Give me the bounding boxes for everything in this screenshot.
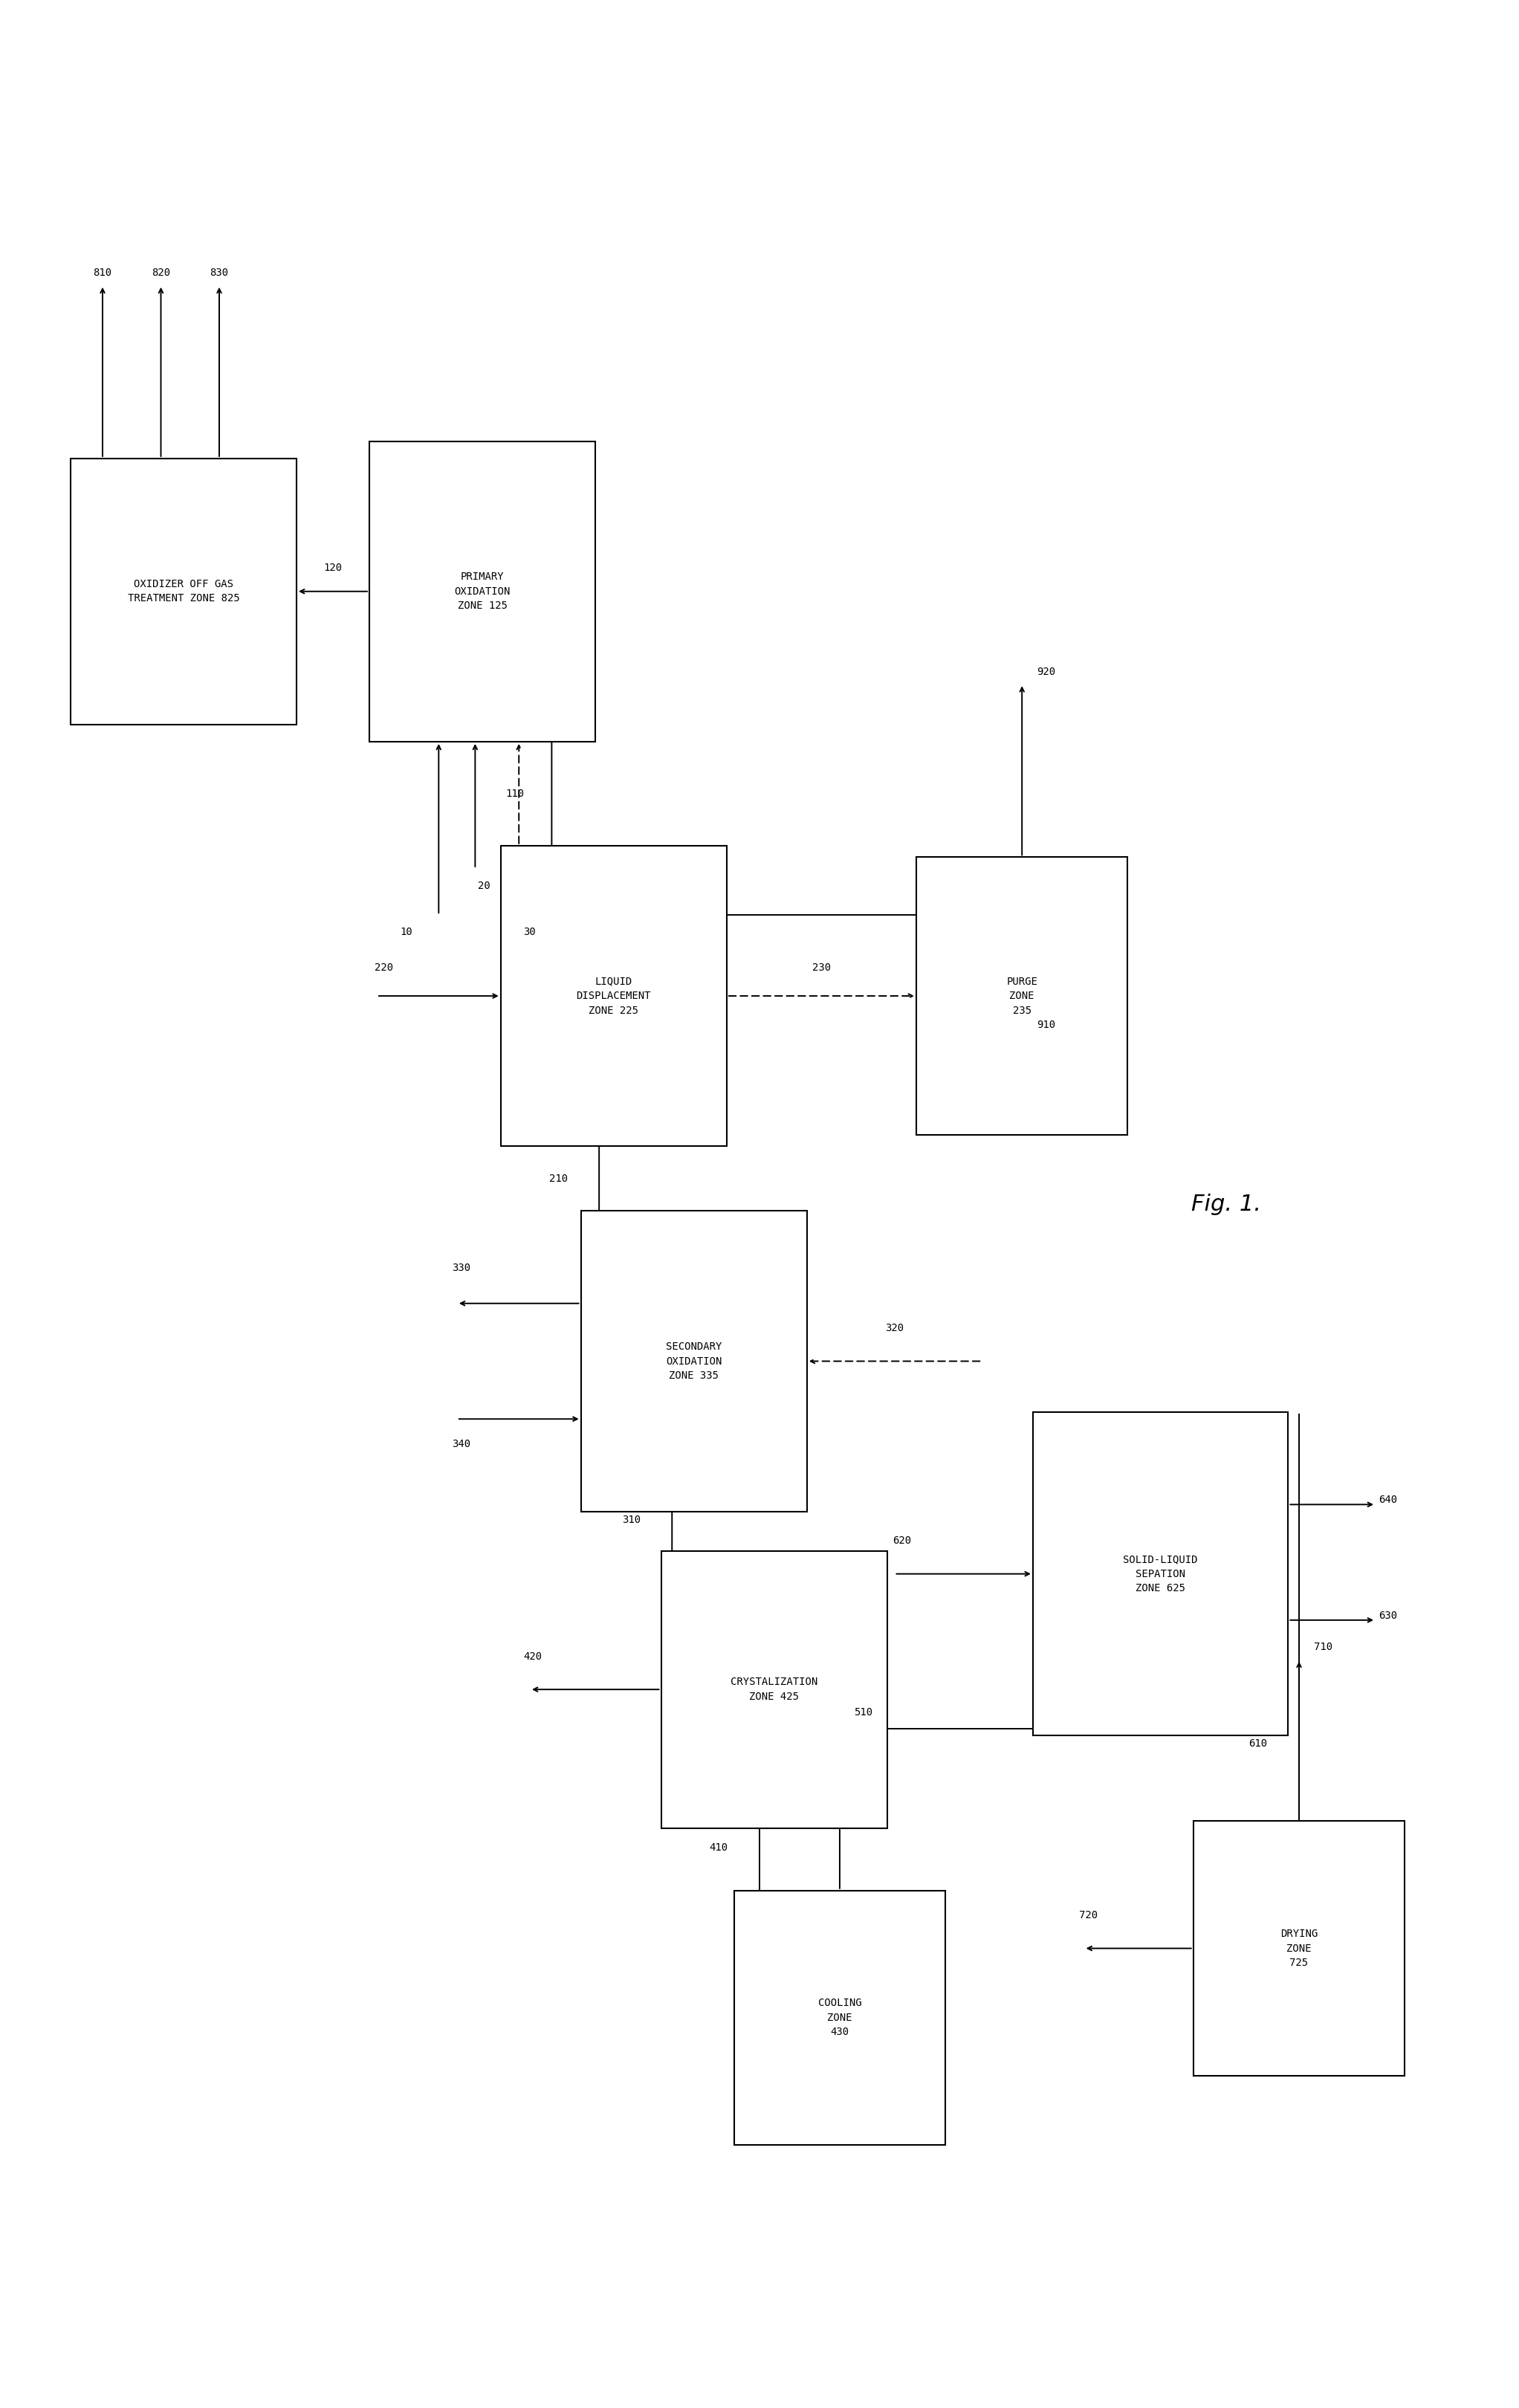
- Text: SOLID-LIQUID
SEPATION
ZONE 625: SOLID-LIQUID SEPATION ZONE 625: [1123, 1553, 1198, 1594]
- Text: PURGE
ZONE
235: PURGE ZONE 235: [1007, 975, 1037, 1016]
- Text: 20: 20: [478, 881, 491, 891]
- Bar: [70, 458, 296, 725]
- Bar: [1194, 1820, 1405, 2076]
- Bar: [580, 1211, 807, 1512]
- Text: 320: 320: [886, 1322, 904, 1334]
- Text: 410: 410: [709, 1842, 728, 1854]
- Text: 510: 510: [854, 1707, 873, 1717]
- Bar: [661, 1551, 887, 1828]
- Text: PRIMARY
OXIDATION
ZONE 125: PRIMARY OXIDATION ZONE 125: [454, 571, 510, 612]
- Text: COOLING
ZONE
430: COOLING ZONE 430: [817, 1999, 861, 2037]
- Text: 330: 330: [453, 1262, 471, 1274]
- Bar: [734, 1890, 945, 2146]
- Text: 220: 220: [375, 963, 393, 973]
- Text: 810: 810: [93, 267, 112, 279]
- Text: 310: 310: [621, 1515, 641, 1524]
- Text: LIQUID
DISPLACEMENT
ZONE 225: LIQUID DISPLACEMENT ZONE 225: [576, 975, 652, 1016]
- Text: 30: 30: [523, 927, 536, 937]
- Text: OXIDIZER OFF GAS
TREATMENT ZONE 825: OXIDIZER OFF GAS TREATMENT ZONE 825: [128, 578, 240, 604]
- Text: 920: 920: [1036, 667, 1056, 677]
- Text: SECONDARY
OXIDATION
ZONE 335: SECONDARY OXIDATION ZONE 335: [665, 1341, 722, 1380]
- Text: 830: 830: [210, 267, 228, 279]
- Text: 610: 610: [1249, 1739, 1267, 1748]
- Text: 630: 630: [1379, 1611, 1397, 1621]
- Text: 910: 910: [1036, 1019, 1056, 1031]
- Bar: [1033, 1411, 1288, 1736]
- Text: 210: 210: [548, 1173, 568, 1185]
- Text: 720: 720: [1078, 1910, 1098, 1922]
- Text: 10: 10: [401, 927, 413, 937]
- Text: 120: 120: [324, 563, 342, 573]
- Text: Fig. 1.: Fig. 1.: [1191, 1194, 1261, 1214]
- Text: 230: 230: [813, 963, 831, 973]
- Text: CRYSTALIZATION
ZONE 425: CRYSTALIZATION ZONE 425: [731, 1676, 817, 1702]
- Text: 620: 620: [892, 1536, 911, 1546]
- Text: 820: 820: [152, 267, 170, 279]
- Text: 420: 420: [524, 1652, 542, 1662]
- Bar: [501, 845, 726, 1146]
- Bar: [916, 857, 1127, 1134]
- Text: 640: 640: [1379, 1495, 1397, 1505]
- Text: 710: 710: [1314, 1642, 1332, 1652]
- Text: DRYING
ZONE
725: DRYING ZONE 725: [1281, 1929, 1317, 1967]
- Text: 110: 110: [506, 787, 524, 799]
- Bar: [369, 441, 595, 742]
- Text: 340: 340: [453, 1438, 471, 1450]
